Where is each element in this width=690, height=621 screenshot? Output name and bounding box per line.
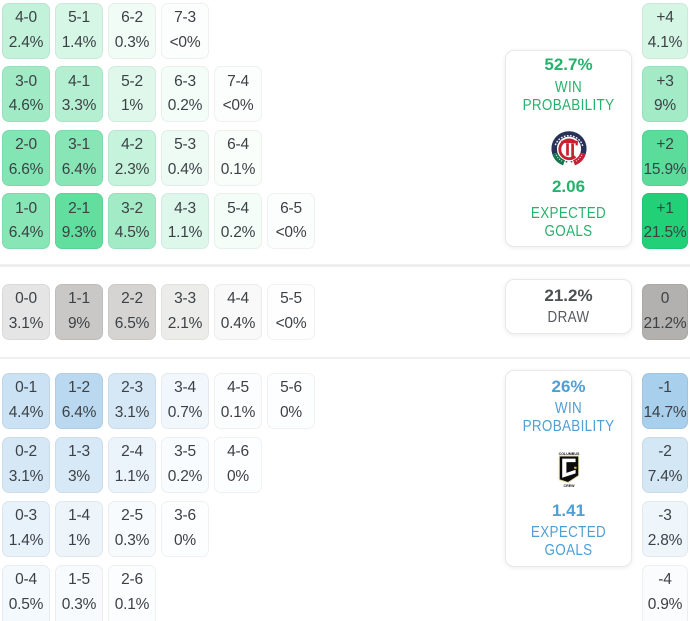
svg-text:CREW: CREW — [564, 484, 576, 488]
svg-text:COLUMBUS: COLUMBUS — [559, 452, 580, 456]
